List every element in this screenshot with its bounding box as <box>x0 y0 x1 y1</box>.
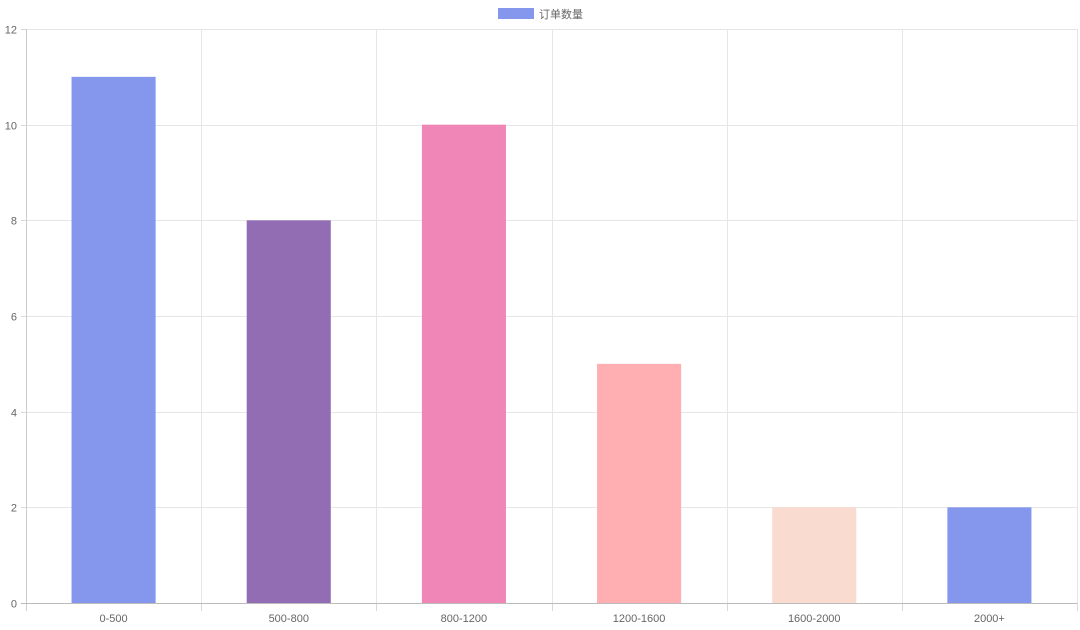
bar-1600-2000[interactable] <box>772 507 857 603</box>
bar-500-800[interactable] <box>246 220 331 604</box>
y-tick-label: 12 <box>5 25 17 37</box>
bar-800-1200[interactable] <box>421 124 506 604</box>
y-tick-label: 4 <box>11 408 17 420</box>
x-tick-label: 0-500 <box>100 613 128 625</box>
legend[interactable]: 订单数量 <box>498 8 583 21</box>
y-tick-label: 8 <box>11 216 17 228</box>
bars <box>71 76 1032 604</box>
legend-swatch[interactable] <box>498 8 534 19</box>
bar-0-500[interactable] <box>71 76 156 604</box>
y-tick-label: 2 <box>11 503 17 515</box>
x-tick-label: 1200-1600 <box>613 613 666 625</box>
bar-1200-1600[interactable] <box>597 363 682 603</box>
y-tick-label: 0 <box>11 599 17 611</box>
y-tick-label: 6 <box>11 312 17 324</box>
y-tick-label: 10 <box>5 121 17 133</box>
x-tick-label: 800-1200 <box>441 613 488 625</box>
axes: 0 2 4 6 8 10 12 0-500 500-800 800-1200 1200-1600 16… <box>5 25 1078 625</box>
grid-lines <box>26 29 1078 603</box>
x-tick-label: 1600-2000 <box>788 613 841 625</box>
x-tick-label: 2000+ <box>974 613 1005 625</box>
x-tick-label: 500-800 <box>269 613 309 625</box>
legend-label[interactable]: 订单数量 <box>539 8 583 21</box>
bar-2000+[interactable] <box>947 507 1032 603</box>
